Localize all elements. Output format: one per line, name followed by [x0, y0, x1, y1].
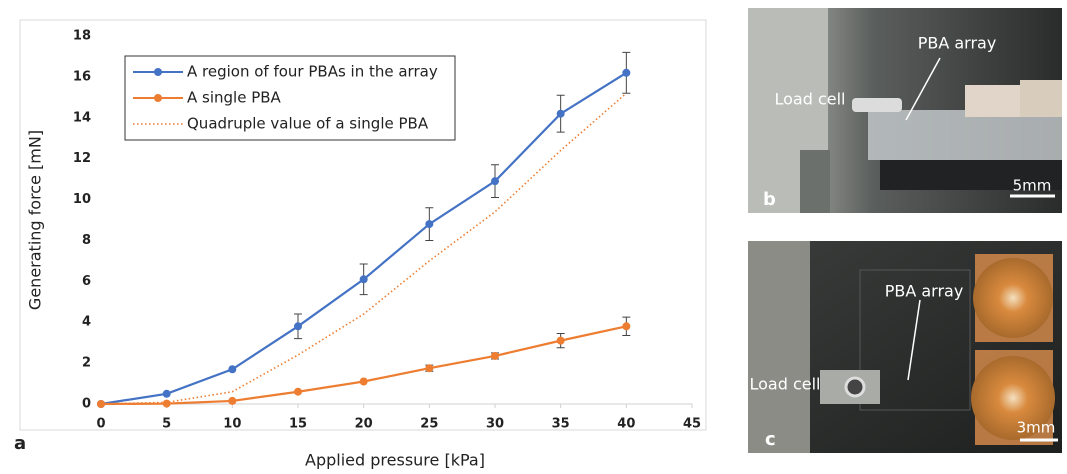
panel-label: c — [765, 429, 776, 450]
y-tick-label: 18 — [73, 29, 91, 44]
data-point — [491, 351, 499, 360]
data-point — [622, 68, 631, 77]
series-line — [100, 92, 627, 405]
x-tick-label: 15 — [289, 417, 307, 432]
x-tick-label: 40 — [617, 417, 635, 432]
data-point — [228, 396, 237, 405]
data-point — [425, 364, 434, 373]
panel-label: b — [763, 189, 776, 210]
photo-label: Load cell — [775, 90, 846, 109]
scale-label: 3mm — [1017, 419, 1056, 437]
y-tick-label: 12 — [73, 151, 91, 166]
legend-marker — [154, 68, 162, 76]
x-tick-label: 10 — [223, 417, 241, 432]
data-point — [162, 389, 171, 398]
series-line — [100, 325, 627, 406]
data-point — [294, 387, 302, 396]
scale-label: 5mm — [1013, 177, 1052, 195]
panel-label: a — [14, 433, 26, 454]
y-tick-label: 0 — [82, 397, 91, 412]
photo-b — [748, 8, 1062, 213]
legend-label: A region of four PBAs in the array — [187, 63, 438, 81]
data-point — [228, 365, 237, 374]
data-point — [359, 377, 368, 386]
x-tick-label: 45 — [683, 417, 701, 432]
data-point — [491, 177, 499, 186]
x-tick-label: 5 — [162, 417, 171, 432]
data-point — [162, 399, 171, 408]
legend-marker — [154, 94, 162, 102]
y-tick-label: 4 — [82, 315, 91, 330]
chart-frame — [19, 19, 707, 431]
photo-c — [748, 241, 1062, 453]
y-tick-label: 6 — [82, 274, 91, 289]
data-point — [556, 109, 565, 118]
x-tick-label: 35 — [552, 417, 570, 432]
data-point — [359, 275, 368, 284]
data-point — [556, 336, 565, 345]
legend-label: A single PBA — [187, 89, 282, 107]
y-tick-label: 2 — [82, 356, 91, 371]
data-point — [622, 322, 631, 331]
photo-label: PBA array — [918, 34, 997, 53]
x-axis-label: Applied pressure [kPa] — [305, 451, 485, 470]
x-tick-label: 20 — [355, 417, 373, 432]
y-tick-label: 14 — [73, 110, 91, 125]
y-tick-label: 16 — [73, 69, 91, 84]
data-point — [425, 220, 434, 229]
x-tick-label: 25 — [420, 417, 438, 432]
x-tick-label: 30 — [486, 417, 504, 432]
y-tick-label: 10 — [73, 192, 91, 207]
photo-label: Load cell — [750, 375, 821, 394]
y-axis-label: Generating force [mN] — [26, 130, 45, 310]
x-tick-label: 0 — [96, 417, 105, 432]
legend-label: Quadruple value of a single PBA — [187, 115, 429, 133]
data-point — [294, 322, 302, 331]
photo-label: PBA array — [885, 282, 964, 301]
y-tick-label: 8 — [82, 233, 91, 248]
